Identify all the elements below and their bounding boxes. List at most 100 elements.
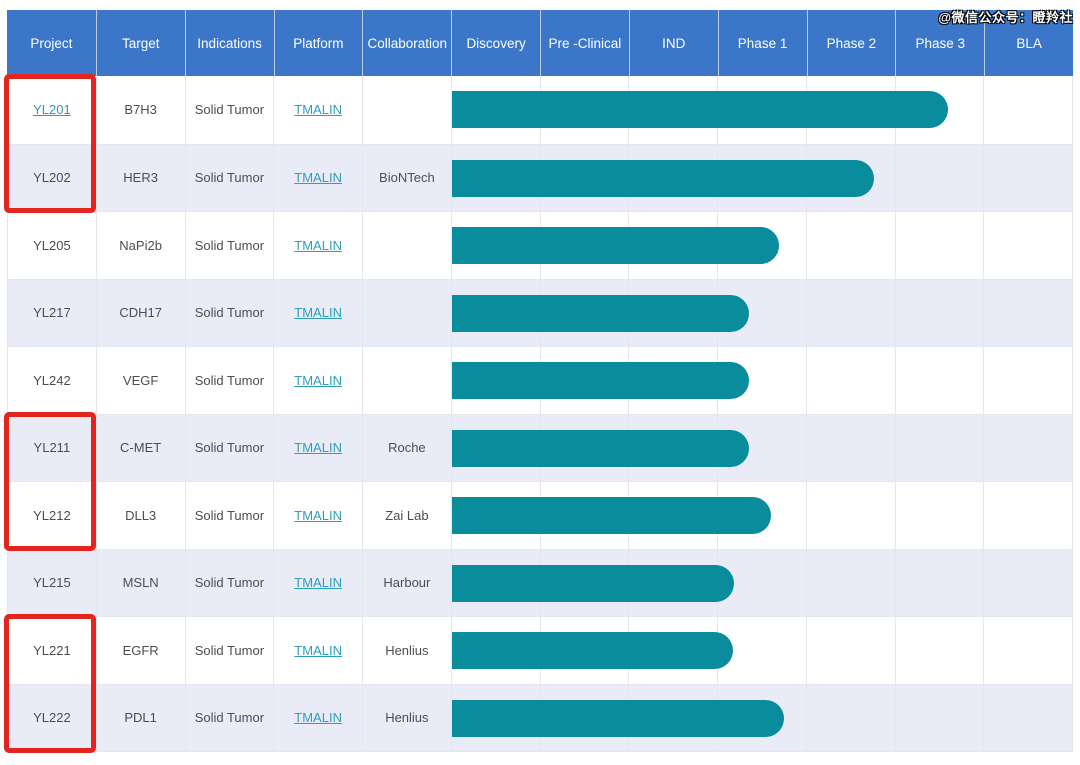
platform-link-tmalin[interactable]: TMALIN: [294, 102, 342, 118]
collaboration-cell: Roche: [363, 414, 452, 481]
platform-cell: TMALIN: [274, 549, 363, 616]
project-label: YL217: [33, 305, 71, 321]
platform-link-tmalin[interactable]: TMALIN: [294, 170, 342, 186]
table-row: YL242 VEGF Solid Tumor TMALIN: [8, 346, 1073, 414]
table-row: YL215 MSLN Solid Tumor TMALIN Harbour: [8, 548, 1073, 616]
indications-cell: Solid Tumor: [186, 347, 275, 414]
project-label: YL221: [33, 642, 71, 658]
target-cell: C-MET: [97, 414, 186, 481]
phase-cell-phase-3: [896, 549, 985, 616]
progress-bar: [451, 362, 749, 400]
indications-cell: Solid Tumor: [186, 144, 275, 211]
collaboration-cell: Zai Lab: [363, 482, 452, 549]
progress-bar: [451, 632, 733, 670]
indications-cell: Solid Tumor: [186, 414, 275, 481]
platform-link-tmalin[interactable]: TMALIN: [294, 372, 342, 388]
phase-cell-bla: [984, 347, 1073, 414]
collaboration-cell: BioNTech: [363, 144, 452, 211]
project-cell: YL221: [8, 617, 97, 684]
project-label: YL242: [33, 372, 71, 388]
header-cell-phase-3: Phase 3: [895, 10, 984, 76]
phase-cell-bla: [984, 144, 1073, 211]
indications-cell: Solid Tumor: [186, 684, 275, 751]
project-cell: YL205: [8, 212, 97, 279]
progress-bar: [451, 91, 948, 129]
platform-cell: TMALIN: [274, 617, 363, 684]
phase-cell-phase-1: [718, 684, 807, 751]
phase-cell-phase-1: [718, 617, 807, 684]
platform-cell: TMALIN: [274, 414, 363, 481]
platform-link-tmalin[interactable]: TMALIN: [294, 507, 342, 523]
phase-cell-phase-2: [807, 684, 896, 751]
phase-cell-bla: [984, 76, 1073, 144]
table-row: YL201 B7H3 Solid Tumor TMALIN: [8, 76, 1073, 144]
indications-cell: Solid Tumor: [186, 482, 275, 549]
header-cell-collaboration: Collaboration: [362, 10, 451, 76]
phase-cell-phase-2: [807, 482, 896, 549]
indications-cell: Solid Tumor: [186, 212, 275, 279]
phase-cell-phase-1: [718, 347, 807, 414]
table-row: YL212 DLL3 Solid Tumor TMALIN Zai Lab: [8, 481, 1073, 549]
phase-cell-phase-2: [807, 144, 896, 211]
platform-link-tmalin[interactable]: TMALIN: [294, 575, 342, 591]
collaboration-cell: Henlius: [363, 617, 452, 684]
platform-link-tmalin[interactable]: TMALIN: [294, 710, 342, 726]
project-cell: YL215: [8, 549, 97, 616]
progress-bar: [451, 564, 734, 602]
phase-cell-bla: [984, 414, 1073, 481]
progress-bar: [451, 159, 874, 197]
phase-cell-phase-3: [896, 684, 985, 751]
phase-cell-phase-3: [896, 144, 985, 211]
indications-cell: Solid Tumor: [186, 549, 275, 616]
phase-cell-bla: [984, 549, 1073, 616]
table-row: YL217 CDH17 Solid Tumor TMALIN: [8, 278, 1073, 346]
platform-cell: TMALIN: [274, 212, 363, 279]
phase-cell-phase-1: [718, 549, 807, 616]
project-cell: YL211: [8, 414, 97, 481]
indications-cell: Solid Tumor: [186, 617, 275, 684]
platform-cell: TMALIN: [274, 684, 363, 751]
phase-cell-bla: [984, 617, 1073, 684]
project-cell: YL212: [8, 482, 97, 549]
collaboration-cell: Henlius: [363, 684, 452, 751]
collaboration-cell: [363, 279, 452, 346]
phase-cell-phase-2: [807, 549, 896, 616]
platform-link-tmalin[interactable]: TMALIN: [294, 642, 342, 658]
table-body: YL201 B7H3 Solid Tumor TMALIN YL202 HER3…: [7, 76, 1073, 752]
table-row: YL222 PDL1 Solid Tumor TMALIN Henlius: [8, 683, 1073, 751]
progress-bar: [451, 227, 779, 265]
table-row: YL221 EGFR Solid Tumor TMALIN Henlius: [8, 616, 1073, 684]
progress-bar: [451, 699, 784, 737]
progress-bar: [451, 429, 749, 467]
phase-cell-phase-3: [896, 347, 985, 414]
platform-cell: TMALIN: [274, 347, 363, 414]
platform-link-tmalin[interactable]: TMALIN: [294, 440, 342, 456]
collaboration-cell: [363, 76, 452, 144]
target-cell: DLL3: [97, 482, 186, 549]
collaboration-cell: Harbour: [363, 549, 452, 616]
target-cell: HER3: [97, 144, 186, 211]
header-cell-discovery: Discovery: [451, 10, 540, 76]
project-cell: YL202: [8, 144, 97, 211]
project-label: YL205: [33, 237, 71, 253]
project-cell: YL201: [8, 76, 97, 144]
table-row: YL205 NaPi2b Solid Tumor TMALIN: [8, 211, 1073, 279]
phase-cell-phase-3: [896, 279, 985, 346]
header-cell-indications: Indications: [184, 10, 274, 76]
target-cell: PDL1: [97, 684, 186, 751]
collaboration-cell: [363, 212, 452, 279]
platform-link-tmalin[interactable]: TMALIN: [294, 305, 342, 321]
phase-cell-phase-2: [807, 279, 896, 346]
platform-link-tmalin[interactable]: TMALIN: [294, 237, 342, 253]
phase-cell-phase-1: [718, 279, 807, 346]
project-link[interactable]: YL201: [33, 102, 71, 118]
project-label: YL202: [33, 170, 71, 186]
project-cell: YL242: [8, 347, 97, 414]
phase-cell-bla: [984, 482, 1073, 549]
phase-cell-phase-3: [896, 76, 985, 144]
table-row: YL211 C-MET Solid Tumor TMALIN Roche: [8, 413, 1073, 481]
header-cell-phase-2: Phase 2: [806, 10, 896, 76]
phase-cell-phase-2: [807, 414, 896, 481]
indications-cell: Solid Tumor: [186, 279, 275, 346]
